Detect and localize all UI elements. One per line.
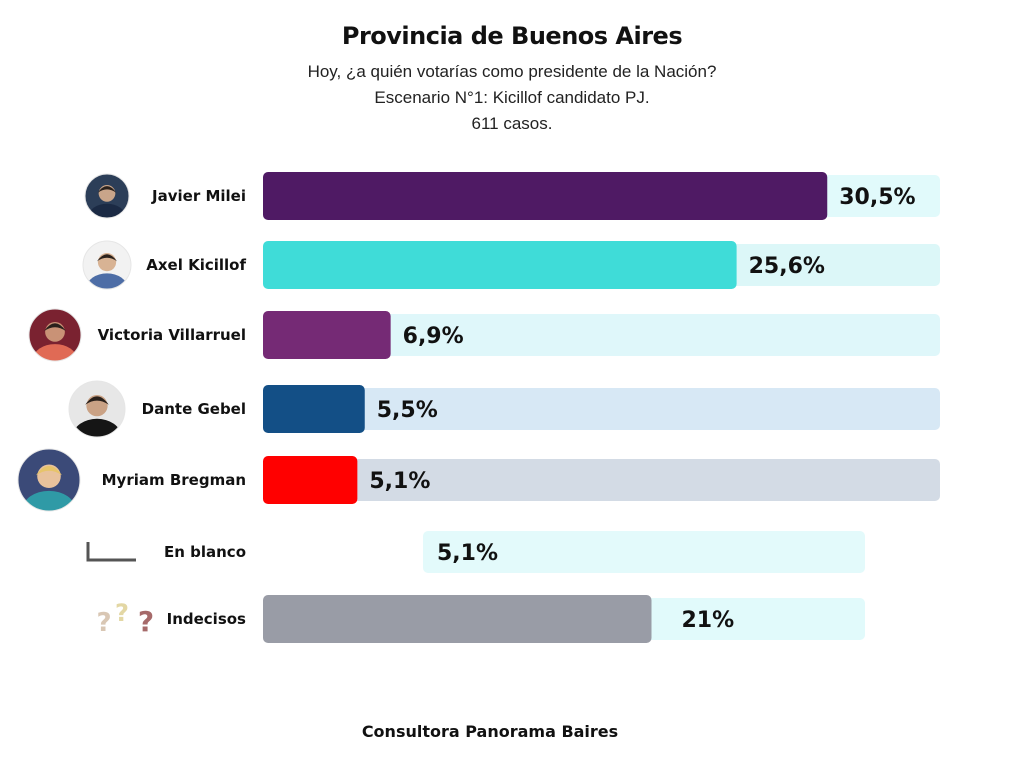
category-label: Dante Gebel (142, 400, 246, 418)
data-label: 25,6% (749, 254, 825, 279)
data-label: 21% (682, 608, 735, 633)
data-label: 6,9% (403, 324, 464, 349)
category-label: Javier Milei (151, 187, 246, 205)
bar (263, 595, 652, 643)
avatar (85, 174, 129, 218)
data-label: 5,5% (377, 398, 438, 423)
bar-track (263, 388, 940, 430)
bar-track (423, 531, 865, 573)
data-label: 5,1% (437, 541, 498, 566)
bar (263, 241, 737, 289)
chart-footer-source: Consultora Panorama Baires (361, 722, 619, 741)
avatar-border (28, 308, 82, 362)
avatar-border (17, 448, 81, 512)
avatar-border (84, 173, 130, 219)
bar (263, 456, 358, 504)
avatar (83, 241, 131, 289)
chart-subtitle-scenario: Escenario N°1: Kicillof candidato PJ. (374, 88, 650, 107)
category-label: En blanco (164, 543, 246, 561)
chart-subtitle-question: Hoy, ¿a quién votarías como presidente d… (307, 62, 717, 81)
chart-subtitle-cases: 611 casos. (471, 114, 553, 133)
avatar-border (68, 380, 126, 438)
question-mark-icon: ? (138, 605, 154, 638)
data-label: 5,1% (369, 469, 430, 494)
category-label: Myriam Bregman (102, 471, 246, 489)
bar-track (263, 314, 940, 356)
bar-track (263, 459, 940, 501)
avatar-border (82, 240, 132, 290)
category-label: Victoria Villarruel (98, 326, 246, 344)
blank-corner-icon (86, 542, 136, 562)
question-mark-icon: ? (115, 599, 129, 627)
category-label: Axel Kicillof (146, 256, 246, 274)
avatar (18, 449, 80, 511)
bar (263, 172, 828, 220)
avatar (29, 309, 81, 361)
bar (263, 385, 365, 433)
question-mark-icon: ? (96, 608, 111, 638)
category-label: Indecisos (167, 610, 246, 628)
avatar (69, 381, 125, 437)
data-label: 30,5% (839, 185, 915, 210)
bar (263, 311, 391, 359)
chart-title: Provincia de Buenos Aires (341, 22, 683, 50)
